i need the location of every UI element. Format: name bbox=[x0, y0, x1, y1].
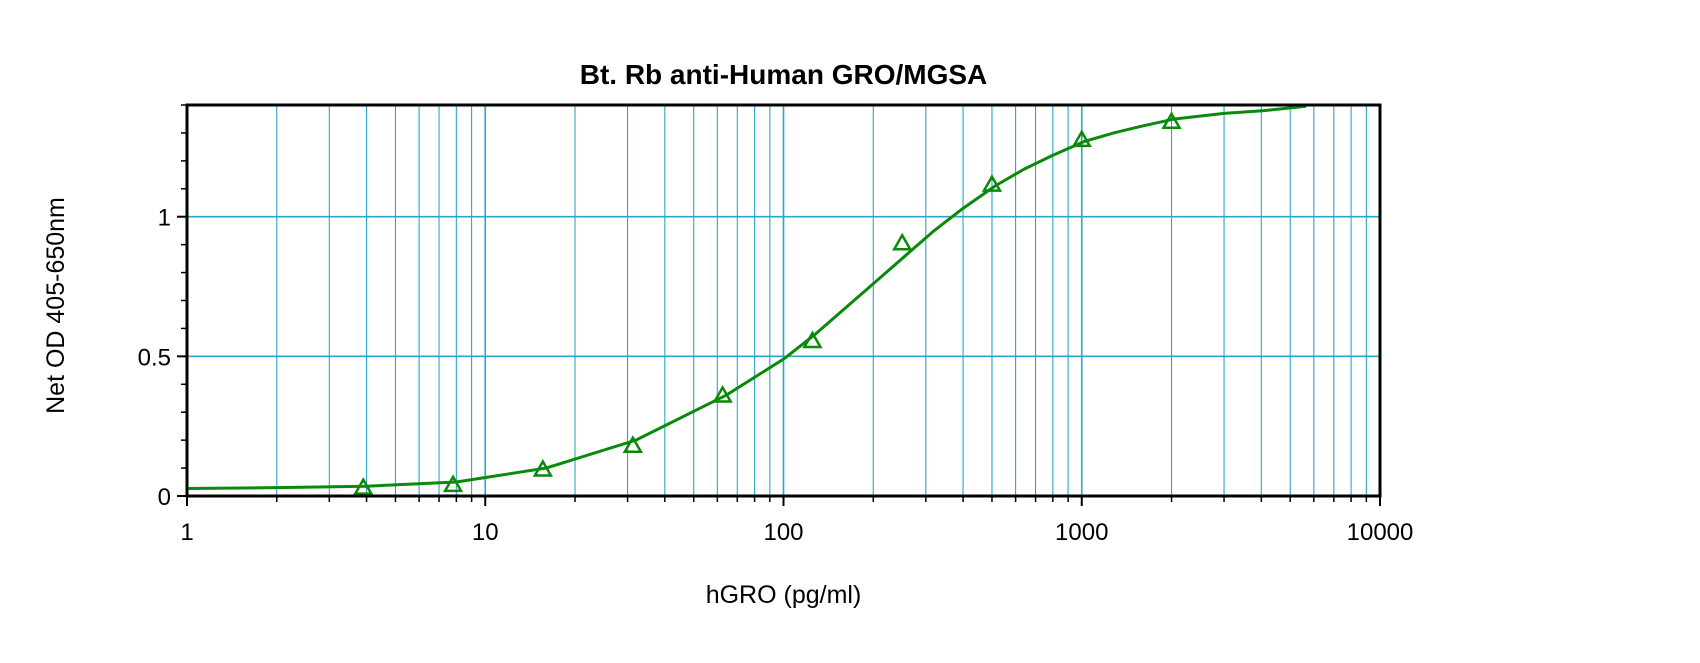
x-tick-label: 1000 bbox=[1055, 519, 1108, 546]
fit-curve-layer bbox=[185, 104, 1307, 490]
fit-curve bbox=[185, 104, 1307, 490]
data-points bbox=[353, 111, 1182, 495]
data-point bbox=[981, 174, 1003, 192]
data-point bbox=[802, 330, 823, 349]
data-point bbox=[353, 477, 374, 495]
data-point bbox=[442, 474, 464, 493]
data-point bbox=[1161, 111, 1182, 130]
x-tick-label: 1 bbox=[180, 519, 193, 546]
x-axis-label: hGRO (pg/ml) bbox=[706, 581, 862, 609]
data-point bbox=[892, 232, 913, 251]
x-tick-label: 10 bbox=[472, 519, 499, 546]
x-tick-label: 100 bbox=[763, 519, 803, 546]
y-tick-label: 0 bbox=[158, 484, 171, 511]
y-tick-label: 1 bbox=[158, 205, 171, 232]
y-tick-label: 0.5 bbox=[138, 344, 171, 371]
x-axis-ticks: 1 10 100 1000 10000 bbox=[180, 496, 1413, 546]
chart-title: Bt. Rb anti-Human GRO/MGSA bbox=[580, 59, 988, 90]
y-axis-ticks: 00.51 bbox=[138, 104, 187, 511]
grid bbox=[187, 105, 1380, 496]
data-point bbox=[622, 435, 643, 453]
x-tick-label: 10000 bbox=[1347, 519, 1414, 546]
data-point bbox=[1071, 129, 1092, 148]
data-point bbox=[532, 458, 554, 477]
data-point bbox=[712, 384, 733, 403]
y-axis-label: Net OD 405-650nm bbox=[42, 197, 70, 414]
